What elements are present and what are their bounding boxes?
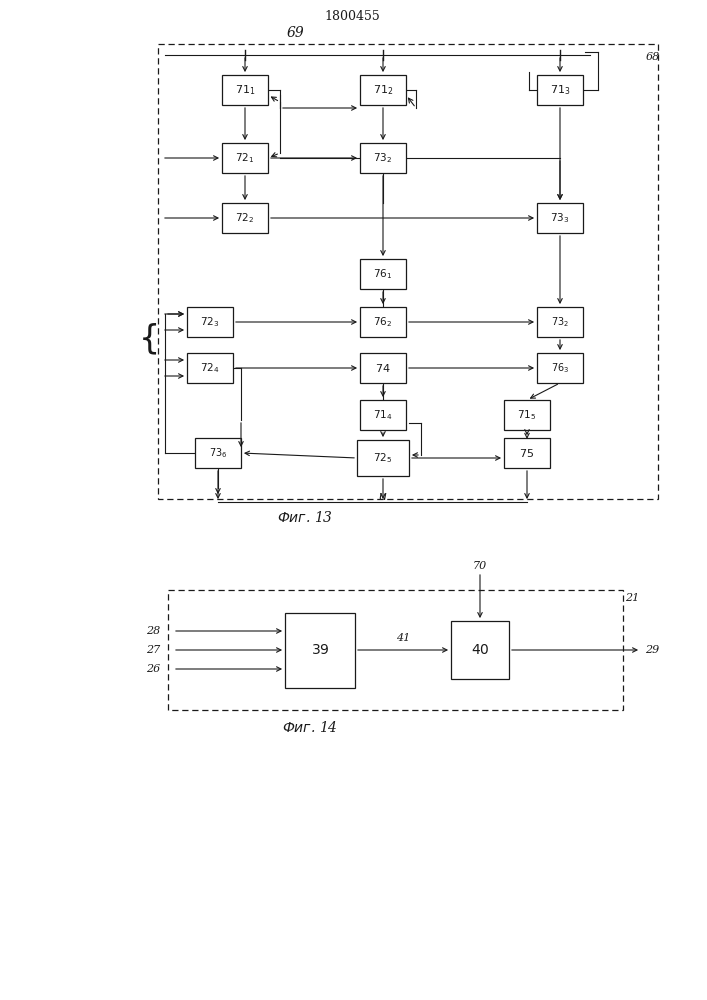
Text: $71_5$: $71_5$ [518, 408, 537, 422]
Bar [195, 438, 241, 468]
Text: $72_1$: $72_1$ [235, 151, 255, 165]
Text: $40$: $40$ [471, 643, 489, 657]
Bar [222, 75, 268, 105]
Text: $39$: $39$ [310, 643, 329, 657]
Bar [360, 75, 406, 105]
Text: $72_3$: $72_3$ [200, 315, 220, 329]
Text: $75$: $75$ [520, 447, 534, 459]
Text: $71_4$: $71_4$ [373, 408, 393, 422]
Text: $Фиг$. 13: $Фиг$. 13 [277, 510, 333, 526]
Bar [158, 44, 658, 499]
Text: 29: 29 [645, 645, 659, 655]
Bar [222, 143, 268, 173]
Bar [285, 612, 355, 688]
Text: 27: 27 [146, 645, 160, 655]
Bar [360, 400, 406, 430]
Bar [360, 307, 406, 337]
Bar [360, 259, 406, 289]
Text: $72_4$: $72_4$ [200, 361, 220, 375]
Text: $72_5$: $72_5$ [373, 451, 392, 465]
Text: $76_1$: $76_1$ [373, 267, 392, 281]
Bar [537, 75, 583, 105]
Bar [360, 353, 406, 383]
Text: $71_1$: $71_1$ [235, 83, 255, 97]
Text: $\{$: $\{$ [139, 321, 158, 357]
Text: $71_3$: $71_3$ [550, 83, 571, 97]
Text: $76_2$: $76_2$ [373, 315, 392, 329]
Text: 68: 68 [646, 52, 660, 62]
Text: $73_2$: $73_2$ [551, 315, 569, 329]
Bar [537, 307, 583, 337]
Text: 70: 70 [473, 561, 487, 571]
Text: $Фиг$. 14: $Фиг$. 14 [282, 720, 338, 736]
Text: $72_2$: $72_2$ [235, 211, 255, 225]
Text: $71_2$: $71_2$ [373, 83, 393, 97]
Text: 41: 41 [396, 633, 410, 643]
Text: $73_2$: $73_2$ [373, 151, 392, 165]
Bar [187, 353, 233, 383]
Bar [504, 438, 550, 468]
Text: 69: 69 [286, 26, 304, 40]
Bar [357, 440, 409, 476]
Text: $76_3$: $76_3$ [551, 361, 569, 375]
Bar [168, 590, 623, 710]
Text: 28: 28 [146, 626, 160, 636]
Text: $u$: $u$ [378, 490, 387, 504]
Text: $73_6$: $73_6$ [209, 446, 227, 460]
Text: 1800455: 1800455 [324, 9, 380, 22]
Bar [537, 353, 583, 383]
Bar [222, 203, 268, 233]
Text: 26: 26 [146, 664, 160, 674]
Bar [537, 203, 583, 233]
Text: $73_3$: $73_3$ [550, 211, 570, 225]
Text: $74$: $74$ [375, 362, 391, 374]
Bar [187, 307, 233, 337]
Bar [504, 400, 550, 430]
Bar [451, 621, 509, 679]
Bar [360, 143, 406, 173]
Text: 21: 21 [625, 593, 639, 603]
